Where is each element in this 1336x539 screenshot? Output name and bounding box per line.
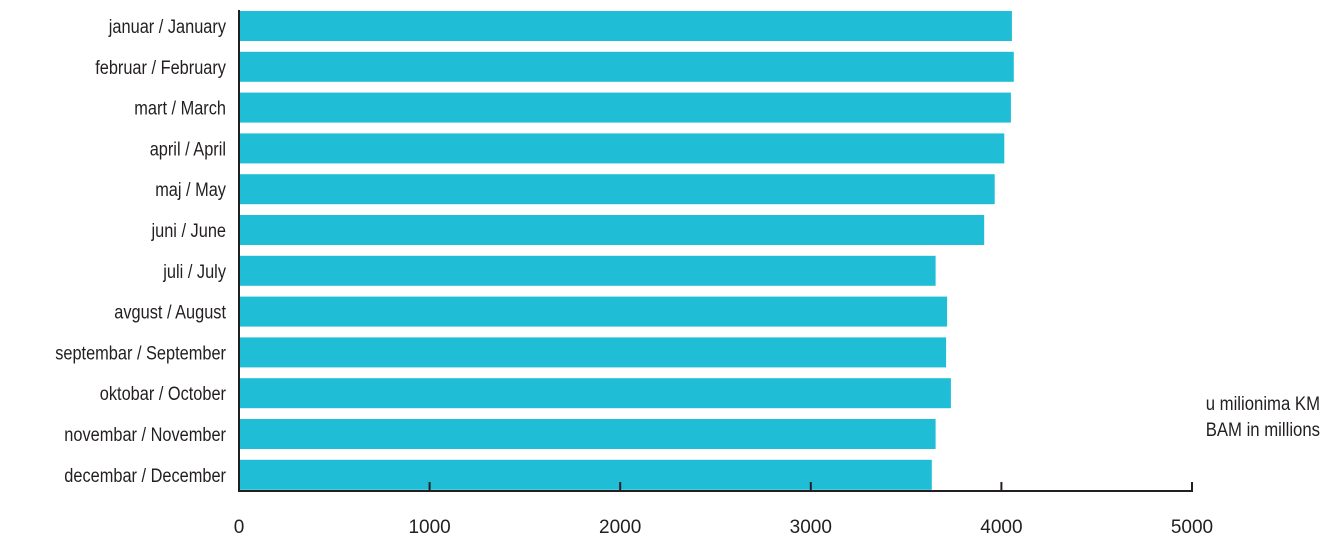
bar <box>240 11 1012 41</box>
category-label: juli / July <box>162 262 226 283</box>
bar <box>240 459 932 490</box>
bar <box>240 215 985 245</box>
category-label: septembar / September <box>55 343 226 364</box>
bar <box>240 133 1005 164</box>
x-axis-ticks: 0 1000 2000 3000 4000 5000 <box>234 482 1213 538</box>
unit-note: u milionima KM BAM in millions <box>1162 392 1320 444</box>
axes <box>238 10 1193 492</box>
bars-layer <box>240 11 1014 490</box>
category-label: oktobar / October <box>100 384 227 405</box>
bar <box>240 51 1014 82</box>
category-label: januar / January <box>108 17 226 38</box>
bar <box>240 337 947 368</box>
category-labels: januar / January februar / February mart /… <box>55 17 226 487</box>
unit-note-line-2: BAM in millions <box>1205 420 1320 441</box>
category-label: avgust / August <box>114 303 226 324</box>
category-label: decembar / December <box>64 466 226 487</box>
x-tick-label: 5000 <box>1171 517 1213 538</box>
category-label: novembar / November <box>64 425 226 446</box>
bar <box>240 174 995 205</box>
bar <box>240 378 951 409</box>
x-tick-label: 0 <box>234 517 245 538</box>
unit-note-line-1: u milionima KM <box>1205 394 1320 415</box>
bar <box>240 419 936 449</box>
category-label: april / April <box>150 139 226 160</box>
x-tick-label: 1000 <box>408 517 450 538</box>
category-label: juni / June <box>151 221 226 242</box>
category-label: maj / May <box>155 180 226 201</box>
category-label: mart / March <box>134 99 226 120</box>
bar <box>240 92 1011 123</box>
x-tick-label: 2000 <box>599 517 641 538</box>
category-label: februar / February <box>95 58 226 79</box>
bar <box>240 255 936 286</box>
x-tick-label: 3000 <box>790 517 832 538</box>
x-tick-label: 4000 <box>980 517 1022 538</box>
bar <box>240 296 948 327</box>
